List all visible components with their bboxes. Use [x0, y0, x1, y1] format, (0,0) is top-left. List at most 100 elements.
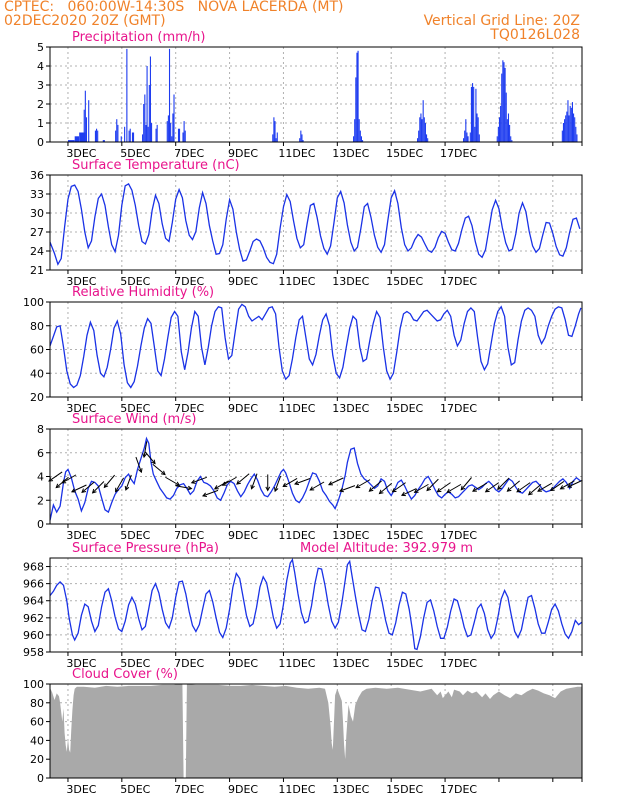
precip-bar — [424, 123, 426, 142]
precip-bar — [96, 128, 98, 142]
series-line — [49, 303, 582, 389]
precip-bar — [470, 86, 472, 142]
precip-bar — [576, 134, 578, 142]
precip-bar — [354, 119, 356, 142]
x-tick-label: 7DEC — [174, 657, 204, 670]
precip-bar — [84, 90, 86, 142]
precip-bar — [302, 140, 304, 142]
precip-bar — [97, 130, 99, 142]
precip-bar — [419, 117, 421, 142]
header-model-code: TQ0126L028 — [490, 27, 580, 43]
precip-bar — [83, 109, 85, 142]
wind-arrow — [516, 482, 531, 493]
precip-bar — [276, 132, 278, 142]
precip-bar — [422, 100, 424, 142]
grid-lines — [50, 558, 582, 652]
precip-bar — [496, 136, 498, 142]
wind-arrow — [115, 477, 125, 493]
panel-5: Surface Pressure (hPa) Model Altitude: 39… — [23, 541, 583, 670]
precip-bar — [359, 130, 361, 142]
precip-bar — [497, 126, 499, 142]
x-tick-label: 5DEC — [120, 275, 150, 288]
y-tick-label: 60 — [30, 344, 44, 357]
wind-arrow — [400, 488, 417, 497]
precip-bar — [167, 115, 169, 142]
wind-arrow — [338, 485, 356, 493]
precip-bar — [149, 56, 151, 142]
precip-bar — [173, 94, 175, 142]
x-tick-label: 3DEC — [66, 147, 96, 160]
precip-bar — [358, 119, 360, 142]
precip-bar — [94, 130, 96, 142]
x-tick-label: 15DEC — [386, 275, 423, 288]
precip-bar — [469, 132, 471, 142]
wind-arrow — [537, 482, 553, 492]
precip-bar — [498, 117, 501, 142]
precip-bar — [475, 88, 477, 142]
precip-bar — [166, 121, 168, 142]
precip-bar — [474, 126, 476, 142]
precip-bar — [357, 50, 359, 142]
y-tick-label: 30 — [30, 207, 44, 220]
precip-bar — [142, 134, 144, 142]
wind-arrow — [328, 477, 344, 486]
precip-bar — [155, 128, 157, 142]
wind-arrow — [250, 473, 258, 490]
y-tick-label: 1 — [37, 117, 44, 130]
wind-arrow — [484, 482, 500, 493]
x-tick-label: 17DEC — [440, 657, 477, 670]
panel-4: Surface Wind (m/s) 0 2 4 6 8 3DEC 5DEC 7DEC 9DEC 1… — [37, 412, 583, 542]
precip-bar — [300, 130, 302, 142]
precip-bar — [301, 134, 303, 142]
y-tick-label: 33 — [30, 188, 44, 201]
precip-bar — [129, 128, 131, 142]
x-tick-label: 7DEC — [174, 147, 204, 160]
panel-3: Relative Humidity (%) 20 40 60 80 100 3DEC 5DEC… — [23, 285, 583, 415]
grid-lines — [50, 175, 582, 270]
precip-bar — [273, 117, 275, 142]
precip-bar — [574, 117, 576, 142]
precip-bar — [478, 134, 480, 142]
y-tick-label: 24 — [30, 245, 44, 258]
x-tick-label: 17DEC — [440, 529, 477, 542]
x-tick-label: 15DEC — [386, 657, 423, 670]
precip-bar — [564, 119, 566, 142]
x-tick-label: 17DEC — [440, 783, 477, 796]
precip-bar — [116, 119, 118, 142]
x-tick-label: 7DEC — [174, 275, 204, 288]
wind-arrow — [460, 477, 472, 491]
wind-arrow — [391, 482, 406, 493]
y-tick-label: 968 — [23, 561, 44, 574]
precip-bar — [148, 85, 150, 142]
x-tick-label: 11DEC — [278, 657, 315, 670]
x-tick-label: 9DEC — [228, 657, 258, 670]
wind-arrow — [274, 475, 282, 493]
wind-arrow — [103, 474, 116, 489]
cloud-cover-area — [50, 684, 582, 778]
wind-arrow — [294, 478, 311, 486]
series-line — [49, 557, 583, 651]
panel-title: Precipitation (mm/h) — [72, 30, 205, 45]
precip-bar — [476, 113, 478, 142]
wind-arrow — [165, 476, 181, 486]
panel-title: Surface Pressure (hPa) — [72, 541, 219, 556]
x-tick-label: 3DEC — [66, 783, 96, 796]
y-tick-label: 960 — [23, 629, 44, 642]
precip-bar — [565, 115, 567, 142]
header-location: CPTEC: 060:00W-14:30S NOVA LACERDA (MT) — [4, 0, 344, 15]
precip-bar — [423, 117, 425, 142]
precip-bar — [503, 62, 505, 143]
precip-bar — [510, 136, 512, 142]
precip-bar — [172, 113, 174, 142]
y-tick-label: 4 — [37, 471, 44, 484]
y-tick-label: 60 — [30, 716, 44, 729]
grid-lines — [50, 47, 582, 142]
precip-bar — [117, 124, 119, 142]
precip-bar — [570, 107, 572, 142]
wind-arrow — [436, 482, 451, 493]
precip-bar — [274, 121, 276, 142]
y-tick-label: 40 — [30, 367, 44, 380]
precip-bar — [566, 111, 568, 142]
y-tick-label: 3 — [37, 79, 44, 92]
header-grid-line: Vertical Grid Line: 20Z — [423, 13, 580, 29]
